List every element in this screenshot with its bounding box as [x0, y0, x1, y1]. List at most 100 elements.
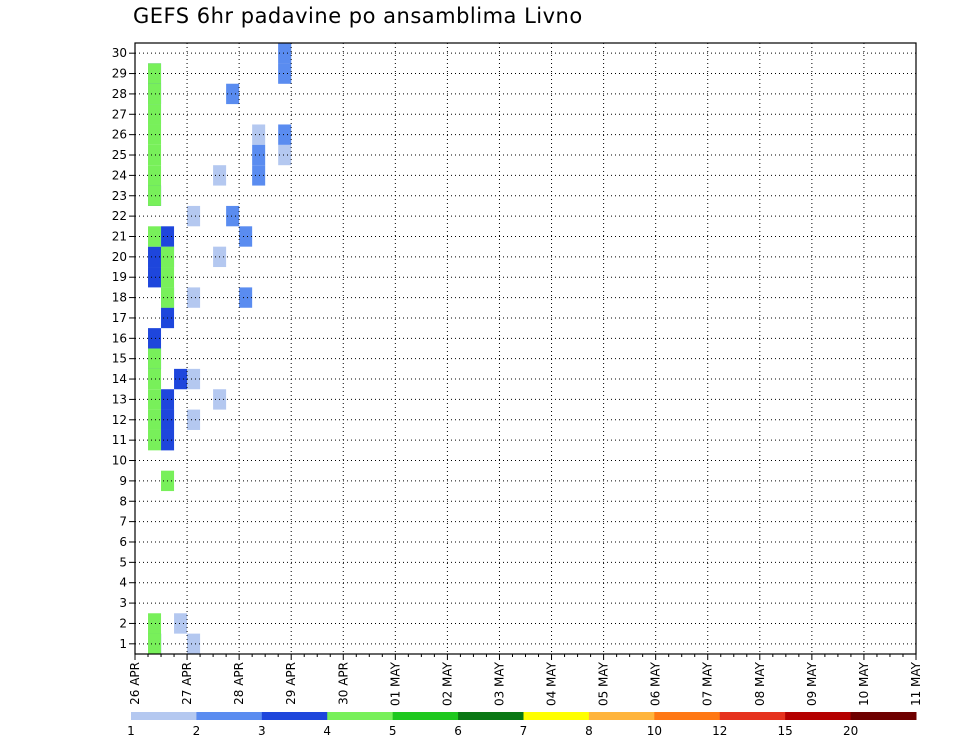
y-axis-ticks: 1234567891011121314151617181920212223242…	[112, 46, 135, 651]
heatmap-cell	[239, 226, 253, 247]
x-tick-label: 02 MAY	[440, 661, 454, 706]
legend-label: 2	[193, 724, 201, 738]
x-tick-label: 01 MAY	[388, 661, 402, 706]
x-tick-label: 07 MAY	[701, 661, 715, 706]
heatmap-cell	[148, 226, 162, 247]
x-tick-label: 30 APR	[336, 662, 350, 705]
x-tick-label: 03 MAY	[492, 661, 506, 706]
y-tick-label: 12	[112, 413, 127, 427]
legend-swatch	[850, 712, 917, 720]
y-tick-label: 2	[119, 616, 127, 630]
heatmap-cell	[187, 205, 201, 227]
y-tick-label: 24	[112, 168, 127, 182]
y-tick-label: 30	[112, 46, 127, 60]
y-tick-label: 11	[112, 433, 127, 447]
x-tick-label: 09 MAY	[805, 661, 819, 706]
legend-label: 8	[585, 724, 593, 738]
legend-swatch	[261, 712, 328, 720]
heatmap-cell	[239, 287, 253, 308]
heatmap-cell	[252, 124, 266, 145]
x-axis-ticks: 26 APR 27 APR 28 APR 29 APR 30 APR 01 MAY 02 M…	[128, 654, 923, 706]
y-tick-label: 17	[112, 311, 127, 325]
heatmap-cell	[148, 368, 162, 390]
legend-label: 3	[258, 724, 266, 738]
y-tick-label: 28	[112, 87, 127, 101]
y-tick-label: 16	[112, 331, 127, 345]
y-tick-label: 19	[112, 270, 127, 284]
heatmap-cell	[148, 246, 162, 268]
y-tick-label: 14	[112, 372, 127, 386]
y-tick-label: 3	[119, 596, 127, 610]
chart-title: GEFS 6hr padavine po ansamblima Livno	[133, 4, 583, 28]
x-tick-label: 05 MAY	[597, 661, 611, 706]
heatmap-cell	[148, 409, 162, 430]
legend-label: 15	[778, 724, 793, 738]
heatmap-cell	[187, 409, 201, 430]
heatmap-cell	[187, 368, 201, 390]
legend-swatch	[327, 712, 394, 720]
legend-swatch	[654, 712, 721, 720]
heatmap-cell	[187, 633, 201, 654]
heatmap-cell	[252, 144, 266, 166]
legend-swatch	[196, 712, 263, 720]
heatmap-cell	[187, 287, 201, 308]
x-tick-label: 08 MAY	[753, 661, 767, 706]
legend-label: 5	[389, 724, 397, 738]
heatmap-cell	[148, 104, 162, 125]
heatmap-cells	[148, 43, 292, 654]
y-tick-label: 15	[112, 352, 127, 366]
y-tick-label: 25	[112, 148, 127, 162]
y-tick-label: 22	[112, 209, 127, 223]
y-tick-label: 7	[119, 515, 127, 529]
y-tick-label: 9	[119, 474, 127, 488]
heatmap-cell	[148, 328, 162, 349]
color-legend: 1 2 3 4 5 6 7 8 10 12 15 20	[127, 712, 917, 738]
heatmap-cell	[148, 267, 162, 288]
x-tick-label: 27 APR	[180, 662, 194, 705]
y-tick-label: 27	[112, 107, 127, 121]
heatmap-cell	[148, 83, 162, 105]
legend-swatch	[458, 712, 524, 720]
y-tick-label: 23	[112, 189, 127, 203]
heatmap-cell	[278, 144, 292, 166]
legend-label: 10	[647, 724, 662, 738]
y-tick-label: 18	[112, 291, 127, 305]
legend-swatch	[523, 712, 590, 720]
x-tick-label: 04 MAY	[545, 661, 559, 706]
heatmap-cell	[174, 368, 188, 390]
heatmap-cell	[148, 429, 162, 451]
legend-label: 1	[127, 724, 135, 738]
heatmap-cell	[174, 613, 188, 634]
legend-label: 4	[323, 724, 331, 738]
y-tick-label: 20	[112, 250, 127, 264]
x-tick-label: 11 MAY	[909, 661, 923, 706]
heatmap-cell	[252, 165, 266, 186]
heatmap-cell	[148, 63, 162, 84]
x-tick-label: 06 MAY	[649, 661, 663, 706]
y-tick-label: 21	[112, 229, 127, 243]
legend-label: 12	[712, 724, 727, 738]
heatmap-cell	[148, 633, 162, 654]
heatmap-cell	[148, 124, 162, 145]
heatmap-cell	[148, 389, 162, 410]
legend-swatch	[785, 712, 852, 720]
y-tick-label: 8	[119, 494, 127, 508]
y-tick-label: 1	[119, 637, 127, 651]
legend-swatch	[719, 712, 786, 720]
heatmap-cell	[148, 144, 162, 166]
heatmap-cell	[226, 205, 240, 227]
x-tick-label: 28 APR	[232, 662, 246, 705]
heatmap-cell	[148, 348, 162, 369]
legend-swatch	[392, 712, 459, 720]
heatmap-cell	[278, 43, 292, 64]
heatmap-cell	[278, 63, 292, 84]
y-tick-label: 6	[119, 535, 127, 549]
y-tick-label: 10	[112, 454, 127, 468]
legend-swatch	[131, 712, 197, 720]
y-tick-label: 5	[119, 555, 127, 569]
x-tick-label: 29 APR	[284, 662, 298, 705]
heatmap-cell	[148, 613, 162, 634]
y-tick-label: 13	[112, 392, 127, 406]
legend-label: 20	[843, 724, 858, 738]
